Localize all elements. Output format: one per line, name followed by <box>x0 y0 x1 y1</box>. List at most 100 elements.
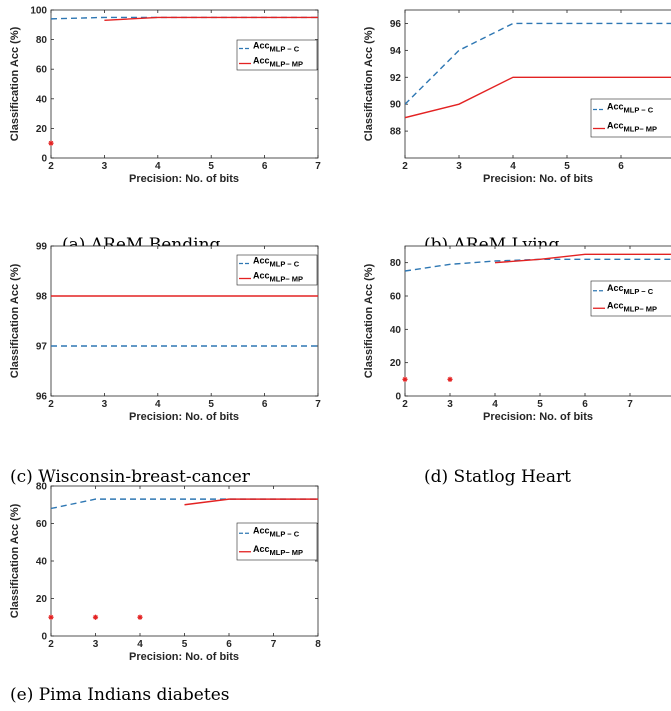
y-axis-label: Classification Acc (%) <box>363 26 375 141</box>
legend-subscript: MLP− MP <box>270 60 304 69</box>
plot-frame <box>50 485 319 637</box>
marker-point <box>48 614 54 620</box>
legend-entry: AccMLP − C <box>253 525 300 538</box>
y-tick-label: 92 <box>390 73 402 84</box>
x-tick-label: 4 <box>137 639 143 650</box>
y-tick-label: 20 <box>36 124 48 135</box>
legend-name: Acc <box>253 256 270 266</box>
panel-caption: (c) Wisconsin-breast-cancer <box>10 467 251 487</box>
y-tick-label: 40 <box>36 94 48 105</box>
x-tick-label: 4 <box>155 161 161 172</box>
marker-point <box>402 376 408 382</box>
legend-entry: AccMLP− MP <box>253 271 303 284</box>
legend-subscript: MLP − C <box>624 106 654 115</box>
legend: AccMLP − C AccMLP− MP <box>236 254 318 286</box>
x-tick-label: 6 <box>226 639 232 650</box>
x-tick-label: 5 <box>564 161 570 172</box>
y-tick-label: 90 <box>390 100 402 111</box>
x-tick-label: 2 <box>402 399 408 410</box>
series-line-mlp-mp <box>104 16 318 22</box>
x-tick-label: 5 <box>208 161 214 172</box>
legend-subscript: MLP − C <box>624 287 654 296</box>
y-tick-label: 88 <box>390 127 402 138</box>
marker-point <box>92 614 99 620</box>
y-tick-label: 94 <box>390 46 402 57</box>
x-tick-label: 3 <box>102 399 108 410</box>
plot-frame <box>404 245 671 397</box>
legend-box <box>236 522 318 561</box>
y-tick-label: 0 <box>41 154 47 165</box>
x-axis-label: Precision: No. of bits <box>483 411 593 423</box>
x-tick-label: 5 <box>537 399 543 410</box>
x-tick-label: 6 <box>262 399 268 410</box>
x-axis-label: Precision: No. of bits <box>129 173 239 185</box>
x-tick-label: 3 <box>456 161 462 172</box>
legend-entry: AccMLP− MP <box>253 544 303 557</box>
marker-point <box>447 376 453 382</box>
x-axis-label: Precision: No. of bits <box>129 411 239 423</box>
x-tick-label: 7 <box>271 639 277 650</box>
y-tick-label: 20 <box>390 358 402 369</box>
y-tick-label: 96 <box>390 19 402 30</box>
legend-entry: AccMLP− MP <box>607 300 657 313</box>
series-line-mlp-mp <box>405 76 671 119</box>
x-tick-label: 2 <box>48 639 54 650</box>
y-tick-label: 60 <box>36 65 48 76</box>
x-tick-label: 2 <box>48 399 54 410</box>
x-tick-label: 5 <box>182 639 188 650</box>
legend-subscript: MLP− MP <box>624 304 658 313</box>
legend-name: Acc <box>253 56 270 66</box>
legend-subscript: MLP − C <box>270 260 300 269</box>
plot-area <box>51 295 318 347</box>
legend-box <box>590 98 671 138</box>
y-tick-label: 80 <box>36 482 48 493</box>
legend-subscript: MLP − C <box>270 45 300 54</box>
chart-panel: 2 3 4 5 6 7 96 97 98 99 Precision: No. of bits Clas… <box>9 242 321 424</box>
y-tick-label: 40 <box>390 325 402 336</box>
y-tick-label: 60 <box>390 292 402 303</box>
y-tick-label: 40 <box>36 557 48 568</box>
x-tick-label: 3 <box>93 639 99 650</box>
plot-area <box>51 16 318 22</box>
legend-entry: AccMLP− MP <box>253 56 303 69</box>
y-tick-label: 0 <box>395 392 401 403</box>
x-tick-label: 3 <box>447 399 453 410</box>
marker-point <box>137 614 143 620</box>
y-tick-label: 80 <box>390 258 402 269</box>
legend: AccMLP − C AccMLP− MP <box>236 522 318 561</box>
legend-name: Acc <box>607 121 624 131</box>
y-tick-label: 98 <box>36 292 48 303</box>
legend-subscript: MLP − C <box>270 529 300 538</box>
y-axis-label: Classification Acc (%) <box>363 263 375 378</box>
y-tick-label: 97 <box>36 342 48 353</box>
legend-box <box>236 254 318 286</box>
legend-subscript: MLP− MP <box>624 125 658 134</box>
x-tick-label: 2 <box>402 161 408 172</box>
plot-area <box>405 253 671 272</box>
panel-caption: (e) Pima Indians diabetes <box>10 685 229 705</box>
legend-entry: AccMLP − C <box>607 283 654 296</box>
y-tick-label: 96 <box>36 392 48 403</box>
legend-name: Acc <box>607 283 624 293</box>
y-tick-label: 0 <box>41 632 47 643</box>
legend: AccMLP − C AccMLP− MP <box>236 39 318 71</box>
legend-entry: AccMLP − C <box>607 102 654 115</box>
legend-name: Acc <box>607 102 624 112</box>
chart-panel: 2 3 4 5 6 7 0 20 40 60 80 100 Precision: No. of bits… <box>9 6 321 186</box>
y-axis-label: Classification Acc (%) <box>9 26 21 141</box>
x-tick-label: 5 <box>208 399 214 410</box>
legend-entry: AccMLP − C <box>253 256 300 269</box>
panel-caption: (d) Statlog Heart <box>424 467 571 487</box>
x-tick-label: 4 <box>492 399 498 410</box>
x-tick-label: 3 <box>102 161 108 172</box>
x-tick-label: 6 <box>582 399 588 410</box>
legend-entry: AccMLP− MP <box>607 121 657 134</box>
series-line-mlp-mp <box>494 253 671 264</box>
y-tick-label: 20 <box>36 594 48 605</box>
x-tick-label: 4 <box>510 161 516 172</box>
plot-frame <box>50 9 319 159</box>
